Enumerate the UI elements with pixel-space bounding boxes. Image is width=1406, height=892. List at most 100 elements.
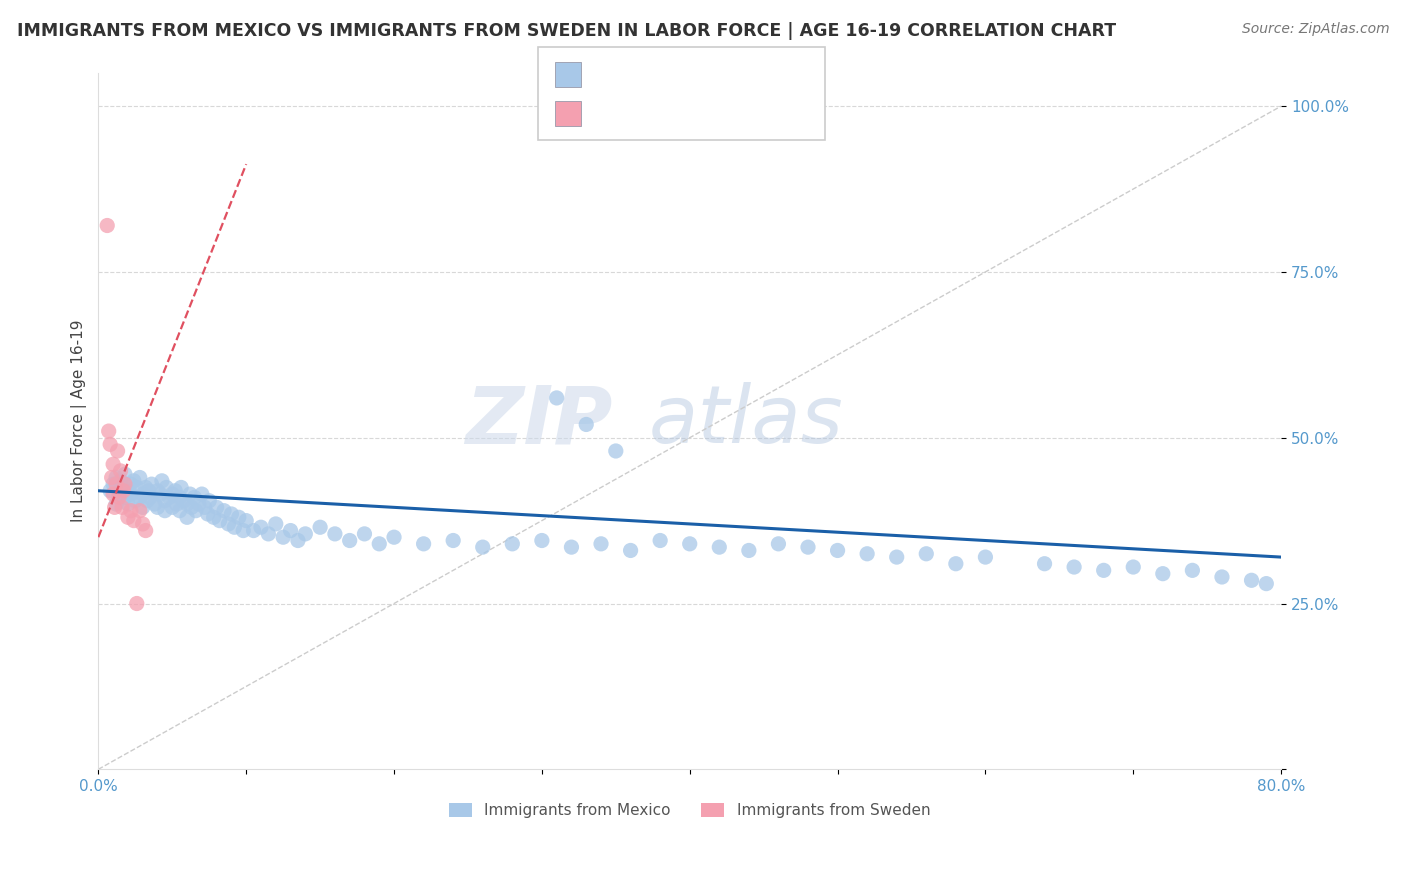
Point — [101, 457, 124, 471]
Point — [309, 520, 332, 534]
Point — [323, 527, 346, 541]
Point — [679, 537, 702, 551]
Point — [117, 483, 139, 498]
Point — [1240, 574, 1263, 588]
Point — [111, 500, 134, 515]
Point — [235, 514, 257, 528]
Point — [368, 537, 391, 551]
Point — [120, 503, 142, 517]
Point — [915, 547, 938, 561]
Point — [149, 487, 172, 501]
Y-axis label: In Labor Force | Age 16-19: In Labor Force | Age 16-19 — [72, 320, 87, 523]
Point — [169, 491, 191, 505]
Point — [114, 491, 136, 505]
Point — [1063, 560, 1085, 574]
Point — [135, 480, 157, 494]
Point — [122, 514, 145, 528]
Point — [589, 537, 612, 551]
Point — [228, 510, 250, 524]
Point — [575, 417, 598, 432]
Point — [183, 491, 205, 505]
Point — [1092, 563, 1115, 577]
Point — [131, 487, 153, 501]
Point — [619, 543, 641, 558]
Text: R =: R = — [591, 67, 624, 81]
Point — [202, 510, 225, 524]
Point — [173, 493, 195, 508]
Point — [104, 500, 127, 515]
Text: Source: ZipAtlas.com: Source: ZipAtlas.com — [1241, 22, 1389, 37]
Point — [124, 493, 146, 508]
Point — [287, 533, 309, 548]
Point — [120, 487, 142, 501]
Point — [108, 491, 131, 505]
Text: R =: R = — [591, 106, 624, 120]
Point — [131, 500, 153, 515]
Point — [105, 497, 128, 511]
Point — [128, 470, 150, 484]
Point — [1181, 563, 1204, 577]
Point — [170, 480, 193, 494]
Point — [101, 487, 124, 501]
Point — [242, 524, 264, 538]
Point — [101, 477, 124, 491]
Point — [212, 503, 235, 517]
Point — [110, 464, 132, 478]
Point — [546, 391, 568, 405]
Point — [560, 540, 582, 554]
Point — [1152, 566, 1174, 581]
Text: N =: N = — [692, 67, 725, 81]
Point — [187, 497, 209, 511]
Point — [97, 424, 120, 438]
Point — [139, 491, 162, 505]
Point — [232, 524, 254, 538]
Point — [114, 477, 136, 491]
Text: 109: 109 — [724, 67, 754, 81]
Point — [141, 477, 163, 491]
Point — [128, 503, 150, 517]
Point — [153, 503, 176, 517]
Point — [162, 500, 184, 515]
Text: ZIP: ZIP — [465, 382, 613, 460]
Point — [191, 487, 214, 501]
Point — [224, 520, 246, 534]
Point — [162, 487, 184, 501]
Point — [105, 470, 128, 484]
Point — [135, 524, 157, 538]
Point — [194, 500, 217, 515]
Point — [827, 543, 849, 558]
Point — [98, 437, 121, 451]
Point — [471, 540, 494, 554]
Point — [131, 516, 153, 531]
Point — [157, 491, 180, 505]
Point — [856, 547, 879, 561]
Point — [1256, 576, 1278, 591]
Point — [107, 444, 129, 458]
Point — [974, 550, 997, 565]
Text: IMMIGRANTS FROM MEXICO VS IMMIGRANTS FROM SWEDEN IN LABOR FORCE | AGE 16-19 CORR: IMMIGRANTS FROM MEXICO VS IMMIGRANTS FRO… — [17, 22, 1116, 40]
Point — [197, 507, 219, 521]
Point — [138, 483, 160, 498]
Point — [797, 540, 820, 554]
Legend: Immigrants from Mexico, Immigrants from Sweden: Immigrants from Mexico, Immigrants from … — [443, 797, 936, 824]
Point — [271, 530, 294, 544]
Point — [945, 557, 967, 571]
Point — [221, 507, 243, 521]
Point — [125, 597, 148, 611]
Point — [339, 533, 361, 548]
Point — [96, 219, 118, 233]
Point — [709, 540, 731, 554]
Point — [886, 550, 908, 565]
Text: atlas: atlas — [648, 382, 844, 460]
Point — [280, 524, 302, 538]
Point — [738, 543, 761, 558]
Point — [264, 516, 287, 531]
Point — [176, 510, 198, 524]
Point — [117, 497, 139, 511]
Point — [110, 474, 132, 488]
Point — [205, 500, 228, 515]
Point — [441, 533, 464, 548]
Text: -0.238: -0.238 — [624, 67, 673, 81]
Point — [501, 537, 523, 551]
Point — [166, 497, 188, 511]
